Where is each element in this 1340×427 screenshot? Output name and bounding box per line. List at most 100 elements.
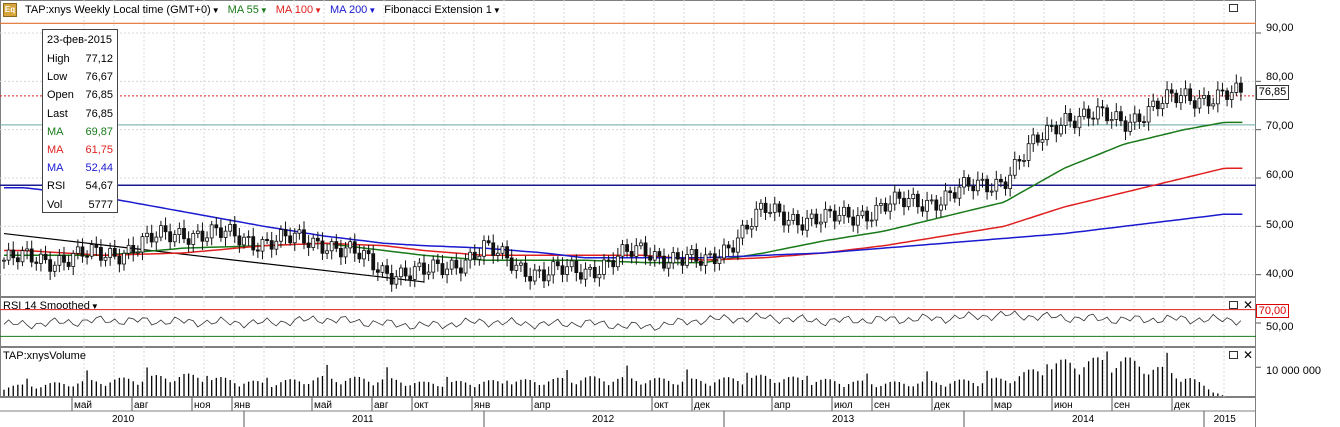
candle-body bbox=[537, 269, 542, 272]
dropdown-arrow-icon[interactable]: ▼ bbox=[259, 6, 268, 15]
candle-body bbox=[131, 244, 136, 254]
price-axis-label: 70,00 bbox=[1266, 120, 1294, 132]
candle-body bbox=[1151, 100, 1156, 107]
candle-body bbox=[948, 190, 953, 194]
dropdown-arrow-icon[interactable]: ▼ bbox=[368, 6, 377, 15]
symbol-label[interactable]: TAP:xnys Weekly Local time (GMT+0)▼ bbox=[25, 4, 220, 16]
dropdown-arrow-icon[interactable]: ▼ bbox=[211, 6, 220, 15]
rsi-chart[interactable] bbox=[0, 297, 1340, 347]
candle-body bbox=[1054, 125, 1059, 135]
close-volume-pane-icon[interactable]: ✕ bbox=[1243, 348, 1254, 362]
candle-body bbox=[1206, 95, 1211, 107]
candle-body bbox=[57, 255, 62, 266]
candle-body bbox=[860, 210, 865, 217]
candle-body bbox=[1211, 103, 1216, 107]
candle-body bbox=[108, 248, 113, 258]
equity-logo-icon[interactable]: Eq bbox=[3, 3, 17, 17]
dropdown-arrow-icon[interactable]: ▼ bbox=[90, 302, 99, 311]
close-rsi-pane-icon[interactable]: ✕ bbox=[1243, 298, 1254, 312]
tooltip-row-low: Low 76,67 bbox=[47, 71, 113, 84]
tooltip-row-last: Last 76,85 bbox=[47, 107, 113, 120]
candle-body bbox=[329, 241, 334, 252]
candle-body bbox=[1003, 181, 1008, 189]
candle-body bbox=[639, 242, 643, 247]
month-label: окт bbox=[654, 400, 669, 411]
month-label: окт bbox=[414, 400, 429, 411]
price-axis-label: 50,00 bbox=[1266, 219, 1294, 231]
time-axis[interactable] bbox=[0, 397, 1256, 427]
candle-body bbox=[763, 202, 768, 213]
candle-body bbox=[634, 245, 639, 257]
candle-body bbox=[1086, 108, 1091, 119]
candle-body bbox=[1017, 159, 1022, 162]
candle-body bbox=[112, 248, 117, 257]
candle-body bbox=[874, 204, 879, 221]
year-label: 2011 bbox=[352, 414, 374, 425]
candle-body bbox=[726, 244, 731, 249]
tooltip-row-ma100: MA 61,75 bbox=[47, 143, 113, 156]
indicator-ma200[interactable]: MA 200▼ bbox=[330, 4, 377, 16]
candle-body bbox=[985, 178, 989, 193]
candle-body bbox=[1022, 160, 1026, 162]
candle-body bbox=[565, 266, 569, 275]
candle-body bbox=[1160, 102, 1165, 110]
indicator-fibonacci[interactable]: Fibonacci Extension 1▼ bbox=[384, 4, 501, 16]
candle-body bbox=[426, 271, 431, 275]
volume-title[interactable]: TAP:xnysVolume bbox=[3, 350, 86, 362]
rsi-pane[interactable] bbox=[0, 297, 1340, 347]
candle-body bbox=[408, 275, 413, 280]
candle-body bbox=[735, 237, 740, 253]
candle-body bbox=[666, 262, 671, 269]
dropdown-arrow-icon[interactable]: ▼ bbox=[492, 6, 501, 15]
candle-body bbox=[440, 263, 445, 276]
candle-body bbox=[482, 240, 486, 257]
maximize-price-pane-button[interactable] bbox=[1229, 4, 1238, 12]
tooltip-row-ma55: MA 69,87 bbox=[47, 125, 113, 138]
candle-body bbox=[135, 251, 140, 254]
price-axis-label: 40,00 bbox=[1266, 268, 1294, 280]
price-pane[interactable]: Eq TAP:xnys Weekly Local time (GMT+0)▼ M… bbox=[0, 0, 1340, 297]
candle-body bbox=[366, 250, 371, 255]
candle-body bbox=[643, 242, 648, 257]
candle-body bbox=[486, 240, 491, 244]
candle-body bbox=[819, 221, 823, 225]
maximize-rsi-pane-button[interactable] bbox=[1229, 301, 1238, 309]
candle-body bbox=[145, 232, 149, 238]
indicator-ma100[interactable]: MA 100▼ bbox=[275, 4, 322, 16]
month-label: май bbox=[314, 400, 333, 411]
candle-body bbox=[542, 269, 546, 282]
month-label: дек bbox=[934, 400, 950, 411]
candle-body bbox=[555, 261, 560, 267]
candle-body bbox=[795, 213, 800, 226]
rsi-title[interactable]: RSI 14 Smoothed▼ bbox=[3, 300, 99, 312]
candle-body bbox=[260, 238, 265, 252]
candle-body bbox=[925, 199, 929, 212]
current-price-tag: 76,85 bbox=[1256, 85, 1289, 100]
dropdown-arrow-icon[interactable]: ▼ bbox=[314, 6, 322, 15]
candle-body bbox=[611, 260, 616, 268]
indicator-ma55[interactable]: MA 55▼ bbox=[227, 4, 268, 16]
candle-body bbox=[297, 229, 302, 234]
price-axis-label: 60,00 bbox=[1266, 169, 1294, 181]
chart-header: Eq TAP:xnys Weekly Local time (GMT+0)▼ M… bbox=[3, 3, 501, 17]
candle-body bbox=[403, 267, 408, 277]
candle-body bbox=[209, 224, 214, 239]
candle-body bbox=[417, 262, 422, 268]
maximize-volume-pane-button[interactable] bbox=[1229, 351, 1238, 359]
candle-body bbox=[648, 255, 653, 261]
volume-chart[interactable] bbox=[0, 347, 1340, 397]
month-label: мар bbox=[994, 400, 1012, 411]
candle-body bbox=[159, 225, 163, 238]
candle-body bbox=[989, 190, 994, 193]
candle-body bbox=[39, 253, 43, 264]
candle-body bbox=[579, 272, 583, 280]
candle-body bbox=[971, 185, 976, 192]
candle-body bbox=[975, 179, 980, 192]
candle-body bbox=[768, 211, 773, 214]
candle-body bbox=[869, 219, 874, 222]
price-chart[interactable] bbox=[0, 0, 1340, 297]
candle-body bbox=[2, 259, 6, 262]
candle-body bbox=[389, 272, 394, 285]
candle-body bbox=[126, 244, 131, 254]
month-label: май bbox=[74, 400, 93, 411]
